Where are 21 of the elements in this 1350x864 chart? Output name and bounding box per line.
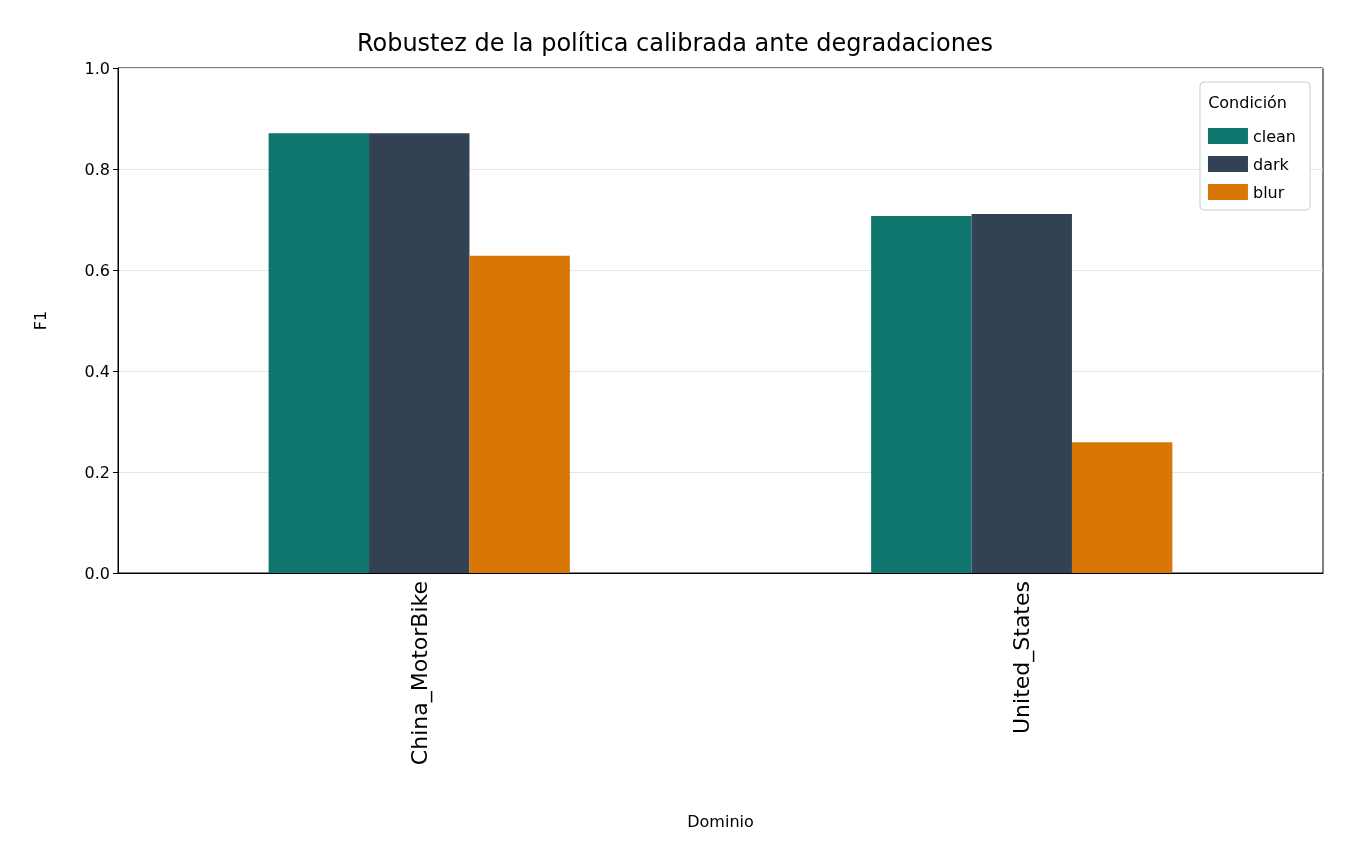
bar: [369, 133, 470, 573]
x-tick-label: China_MotorBike: [406, 581, 433, 766]
legend-label: clean: [1252, 126, 1296, 146]
y-tick-label: 0.6: [84, 260, 110, 280]
legend-title: Condición: [1208, 92, 1287, 112]
legend-label: dark: [1252, 154, 1290, 174]
x-tick-label: United_States: [1009, 581, 1036, 734]
x-axis-title: Dominio: [687, 811, 754, 831]
y-tick-label: 0.4: [84, 361, 110, 381]
bar: [971, 213, 1072, 573]
y-tick-label: 1.0: [84, 58, 110, 78]
y-tick-label: 0.0: [84, 563, 110, 583]
legend-label: blur: [1252, 182, 1285, 202]
y-axis-title: F1: [30, 310, 50, 331]
bar: [268, 133, 370, 573]
bar: [1071, 442, 1173, 573]
bar: [469, 255, 570, 573]
y-tick-label: 0.2: [84, 462, 110, 482]
y-tick-label: 0.8: [84, 159, 110, 179]
bar: [871, 215, 972, 573]
chart-title: Robustez de la política calibrada ante degradaciones: [356, 29, 994, 57]
